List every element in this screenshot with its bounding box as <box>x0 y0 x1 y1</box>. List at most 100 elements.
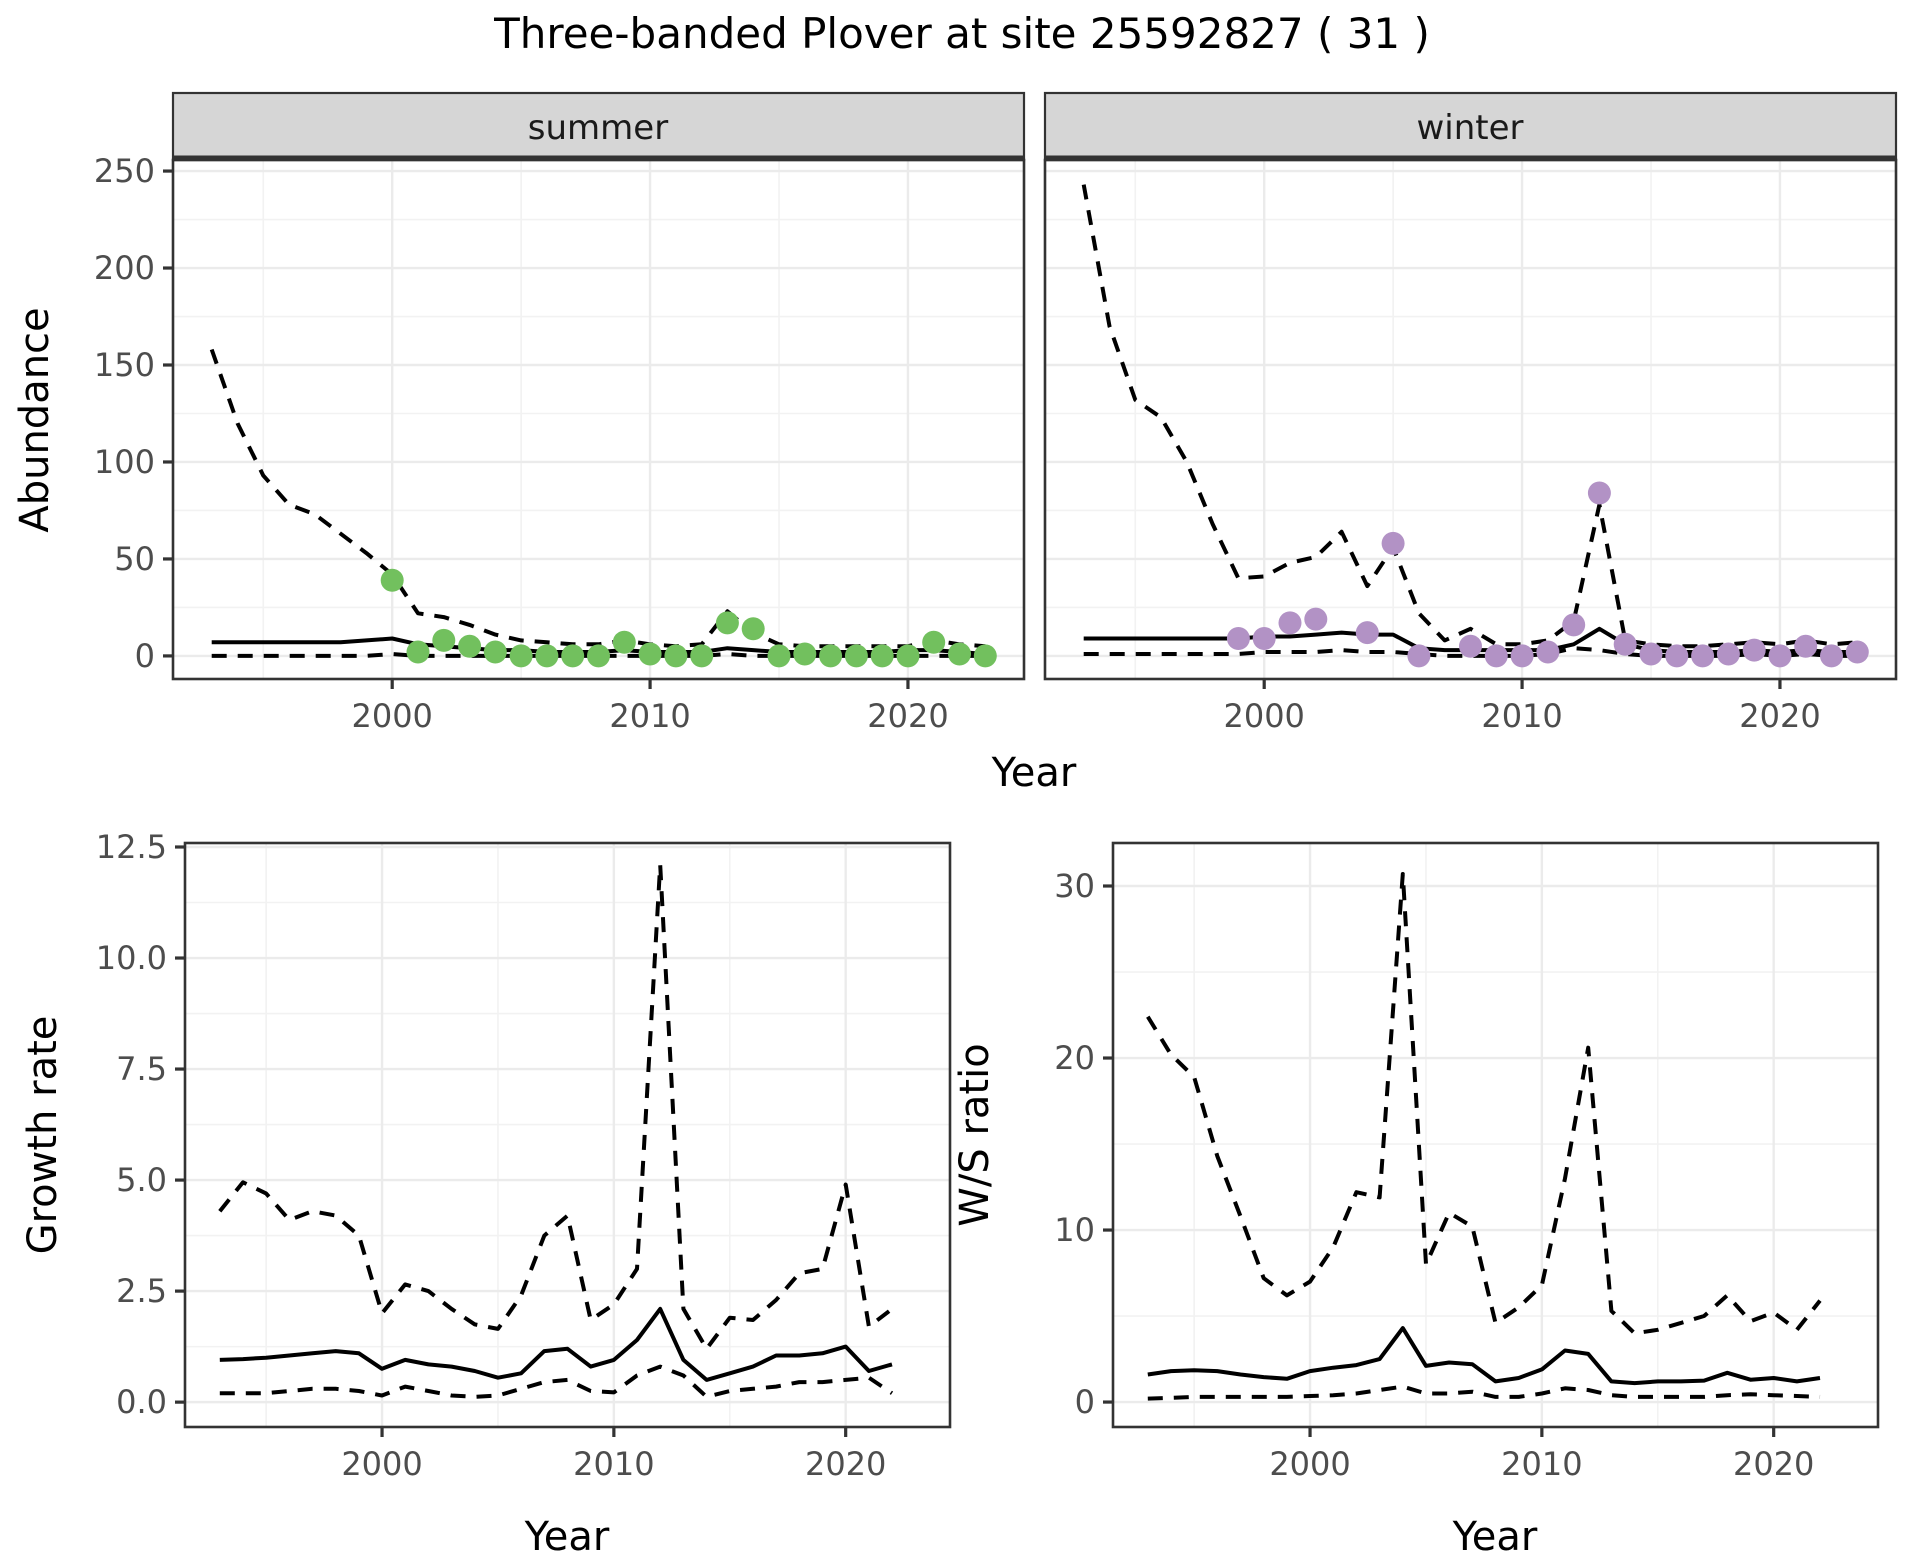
observation-point <box>509 644 533 668</box>
observation-point <box>432 628 456 652</box>
observation-point <box>793 642 817 666</box>
observation-point <box>587 644 610 668</box>
observation-point <box>1459 634 1482 658</box>
y-tick-label: 10 <box>1054 1211 1095 1249</box>
observation-point <box>1845 640 1869 664</box>
facet-strip-label-summer: summer <box>528 108 668 148</box>
panel-border <box>1111 841 1880 1429</box>
y-axis-title-ws-ratio: W/S ratio <box>952 1043 998 1226</box>
panel-abundance-summer: 2000 2010 2020 0 50 100 150 200 250 <box>94 91 1026 735</box>
x-tick-label: 2010 <box>1481 697 1562 735</box>
observation-point <box>535 644 559 668</box>
upper-ci-line-growth-rate <box>218 862 894 1351</box>
y-tick-label: 100 <box>94 443 155 481</box>
x-tick-label: 2020 <box>867 697 948 735</box>
y-tick-label: 200 <box>94 249 155 287</box>
y-tick-label: 2.5 <box>116 1272 167 1310</box>
x-tick-label: 2000 <box>1269 1445 1350 1483</box>
panel-growth-rate: 2000 2010 2020 0.0 2.5 5.0 7.5 10.0 12.5 <box>96 828 952 1483</box>
observation-point <box>870 644 894 668</box>
upper-ci-line-abundance-winter <box>1081 184 1858 649</box>
x-axis-title-year-growth: Year <box>524 1514 610 1560</box>
panel-background <box>185 843 950 1427</box>
observation-point <box>1587 481 1611 505</box>
observation-point <box>380 568 404 592</box>
observation-point <box>948 642 971 666</box>
median-line-ws-ratio <box>1147 1326 1821 1386</box>
y-tick-label: 12.5 <box>96 828 167 866</box>
panel-background <box>1113 843 1878 1427</box>
observation-point <box>1304 607 1328 631</box>
observation-point <box>612 630 636 654</box>
x-tick-label: 2000 <box>351 697 432 735</box>
x-tick-label: 2000 <box>1223 697 1304 735</box>
lower-ci-line-growth-rate <box>219 1364 894 1399</box>
observation-point <box>1226 627 1250 650</box>
observation-point <box>638 642 662 666</box>
observation-point <box>922 630 946 654</box>
observation-point <box>1691 644 1715 668</box>
y-tick-label: 20 <box>1054 1039 1095 1077</box>
observation-point <box>1665 644 1689 668</box>
x-axis-title-year-top: Year <box>991 750 1077 796</box>
y-tick-label: 150 <box>94 346 155 384</box>
y-tick-label: 10.0 <box>96 939 167 977</box>
y-tick-label: 50 <box>114 540 155 578</box>
observation-point <box>1510 644 1534 668</box>
y-axis-title-growth-rate: Growth rate <box>20 1016 66 1255</box>
observation-point <box>1355 621 1379 645</box>
median-line-growth-rate <box>219 1306 893 1382</box>
y-tick-label: 0 <box>135 637 155 675</box>
observation-point <box>406 640 430 664</box>
y-tick-label: 5.0 <box>116 1161 167 1199</box>
observation-point <box>1742 638 1766 662</box>
observation-point <box>1794 634 1818 658</box>
observation-point <box>973 644 997 668</box>
observation-point <box>1716 642 1740 666</box>
y-tick-label: 250 <box>94 152 155 190</box>
x-tick-label: 2010 <box>573 1445 654 1483</box>
panel-ws-ratio: 2000 2010 2020 0 10 20 30 <box>1054 841 1880 1483</box>
x-tick-label: 2000 <box>341 1445 422 1483</box>
observation-point <box>458 634 482 658</box>
facet-strip <box>1043 91 1898 162</box>
x-tick-label: 2010 <box>609 697 690 735</box>
observation-point <box>1381 531 1405 555</box>
observation-point <box>1820 644 1843 668</box>
x-tick-label: 2010 <box>1501 1445 1582 1483</box>
observation-point <box>1252 627 1276 650</box>
panel-abundance-winter: 2000 2010 2020 <box>1043 91 1898 735</box>
x-tick-label: 2020 <box>805 1445 886 1483</box>
observation-point <box>896 644 920 668</box>
observation-point <box>1639 642 1663 666</box>
observation-point <box>483 640 507 664</box>
y-tick-label: 0.0 <box>116 1383 167 1421</box>
observation-point <box>767 644 791 668</box>
observation-point <box>690 644 714 668</box>
observation-point <box>664 644 688 668</box>
panel-border <box>183 841 952 1429</box>
figure-title: Three-banded Plover at site 25592827 ( 3… <box>493 9 1430 58</box>
y-axis-title-abundance: Abundance <box>12 307 58 532</box>
x-tick-label: 2020 <box>1733 1445 1814 1483</box>
lower-ci-line-ws-ratio <box>1147 1384 1821 1401</box>
observation-point <box>741 617 765 641</box>
observation-point <box>1536 640 1560 664</box>
facet-strip-label-winter: winter <box>1416 108 1523 148</box>
x-axis-title-year-ws: Year <box>1452 1514 1538 1560</box>
observation-point <box>844 644 868 668</box>
observation-point <box>1278 611 1302 635</box>
y-tick-label: 30 <box>1054 867 1095 905</box>
observation-point <box>1407 644 1431 668</box>
x-tick-label: 2020 <box>1739 697 1820 735</box>
y-tick-label: 0 <box>1075 1383 1095 1421</box>
observation-point <box>715 611 739 635</box>
panel-background <box>1045 160 1896 679</box>
observation-point <box>1562 613 1586 637</box>
facet-strip <box>171 91 1026 162</box>
observation-point <box>1484 644 1508 668</box>
panel-background <box>173 160 1024 679</box>
